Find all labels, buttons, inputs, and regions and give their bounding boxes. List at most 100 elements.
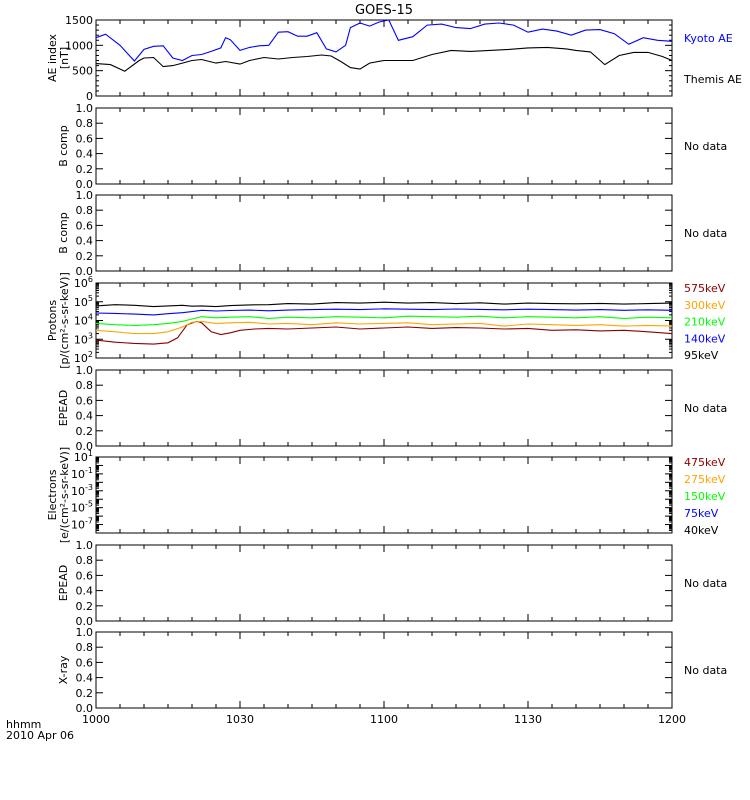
y-tick-label: 10-3	[71, 483, 93, 498]
y-tick-label: 0.4	[76, 410, 94, 423]
panel-frame	[95, 19, 673, 97]
y-tick-label: 0.2	[76, 250, 94, 263]
chart-title: GOES-15	[355, 3, 413, 18]
no-data-label: No data	[684, 402, 727, 415]
no-data-label: No data	[684, 140, 727, 153]
panel-frame	[95, 282, 673, 359]
panel-epead1: 0.0 0.2 0.4 0.6 0.8 1.0 EPEAD No data	[57, 364, 727, 453]
legend-entry: Themis AE	[683, 73, 742, 86]
y-tick-label: 0.6	[76, 394, 94, 407]
y-tick-label: 1000	[65, 39, 93, 52]
x-tick-label: 1030	[226, 713, 254, 726]
panels: 0 500 1000 1500 AE index [nT] Kyoto AE Themis A…	[46, 14, 742, 715]
time-axis-label: hhmm	[6, 718, 41, 731]
y-axis-label: EPEAD	[57, 390, 70, 427]
y-axis-label: Electrons [e/(cm²-s-sr-keV)]	[46, 447, 71, 543]
y-axis-label-line: Electrons	[46, 469, 59, 520]
y-tick-label: 0.4	[76, 672, 94, 685]
y-tick-label: 0.8	[76, 117, 94, 130]
y-axis-label-line: X-ray	[57, 655, 70, 684]
y-tick-label: 0.4	[76, 585, 94, 598]
y-tick-label: 0.6	[76, 656, 94, 669]
no-data-label: No data	[684, 664, 727, 677]
y-axis-label-line: EPEAD	[57, 390, 70, 427]
y-axis-label: AE index [nT]	[46, 33, 71, 82]
y-tick-label: 0.8	[76, 554, 94, 567]
no-data-label: No data	[684, 577, 727, 590]
y-tick-label: 0.6	[76, 132, 94, 145]
legend-entry: 95keV	[684, 349, 719, 362]
series-line-140kev	[95, 308, 673, 316]
y-axis-label: Protons [p/(cm²-s-sr-keV)]	[46, 272, 71, 369]
panel-ae: 0 500 1000 1500 AE index [nT] Kyoto AE Themis A…	[46, 14, 742, 103]
legend-entry: 40keV	[684, 524, 719, 537]
x-tick-label: 1000	[82, 713, 110, 726]
panel-frame	[95, 194, 673, 272]
legend-entry: 75keV	[684, 507, 719, 520]
y-tick-label: 0.2	[76, 163, 94, 176]
panel-epead2: 0.0 0.2 0.4 0.6 0.8 1.0 EPEAD No data	[57, 539, 727, 628]
y-axis-label: B comp	[57, 212, 70, 254]
panel-frame	[95, 544, 673, 622]
date-label: 2010 Apr 06	[6, 729, 74, 742]
y-tick-label: 0.0	[76, 440, 94, 453]
legend-entry: 150keV	[684, 490, 726, 503]
x-tick-label: 1100	[370, 713, 398, 726]
y-axis-label-line: EPEAD	[57, 565, 70, 602]
y-tick-label: 105	[74, 294, 93, 309]
y-tick-label: 101	[74, 449, 93, 464]
legend-entry: 210keV	[684, 316, 726, 329]
y-axis-label: EPEAD	[57, 565, 70, 602]
panel-bcomp2: 0.0 0.2 0.4 0.6 0.8 1.0 B comp No data	[57, 189, 727, 278]
legend-entry: 140keV	[684, 332, 726, 345]
y-tick-label: 10-7	[71, 517, 93, 532]
y-tick-label: 1.0	[76, 364, 94, 377]
y-tick-label: 10-1	[71, 466, 93, 481]
y-tick-label: 0.2	[76, 600, 94, 613]
series-line-themis-ae	[95, 46, 673, 72]
x-axis: 1000 1030 1100 1130 1200	[82, 713, 686, 726]
y-tick-label: 1.0	[76, 189, 94, 202]
panel-frame	[95, 107, 673, 185]
y-tick-label: 1.0	[76, 626, 94, 639]
series-line-210kev	[95, 315, 673, 326]
y-tick-label: 500	[72, 65, 93, 78]
y-axis-label: X-ray	[57, 655, 70, 684]
y-tick-label: 0.4	[76, 148, 94, 161]
y-tick-label: 1.0	[76, 539, 94, 552]
panel-xray: 0.0 0.2 0.4 0.6 0.8 1.0 X-ray No data	[57, 626, 727, 715]
y-axis-label-line: B comp	[57, 125, 70, 167]
x-tick-label: 1130	[514, 713, 542, 726]
y-tick-label: 0.0	[76, 702, 94, 715]
series-line-95kev	[95, 301, 673, 308]
y-tick-label: 0.6	[76, 219, 94, 232]
y-tick-label: 0.0	[76, 178, 94, 191]
no-data-label: No data	[684, 227, 727, 240]
y-tick-label: 0.2	[76, 425, 94, 438]
legend-entry: 575keV	[684, 282, 726, 295]
legend-entry: 300keV	[684, 299, 726, 312]
y-axis-label: B comp	[57, 125, 70, 167]
panel-frame	[95, 456, 673, 534]
y-axis-label-line: [nT]	[58, 47, 71, 69]
y-tick-label: 0.4	[76, 235, 94, 248]
x-tick-label: 1200	[658, 713, 686, 726]
y-axis-label-line: [e/(cm²-s-sr-keV)]	[58, 447, 71, 543]
y-tick-label: 0.6	[76, 569, 94, 582]
y-tick-label: 10-5	[71, 500, 93, 515]
y-axis-label-line: B comp	[57, 212, 70, 254]
y-tick-label: 1500	[65, 14, 93, 27]
panel-frame	[95, 631, 673, 709]
y-tick-label: 0.0	[76, 265, 94, 278]
y-axis-label-line: [p/(cm²-s-sr-keV)]	[58, 272, 71, 369]
y-tick-label: 0.2	[76, 687, 94, 700]
series-line-575kev	[95, 320, 673, 345]
y-tick-label: 1.0	[76, 102, 94, 115]
legend-entry: 275keV	[684, 473, 726, 486]
y-tick-label: 104	[74, 313, 93, 328]
y-tick-label: 103	[74, 331, 93, 346]
series-line-300kev	[95, 320, 673, 335]
y-tick-label: 0.8	[76, 641, 94, 654]
